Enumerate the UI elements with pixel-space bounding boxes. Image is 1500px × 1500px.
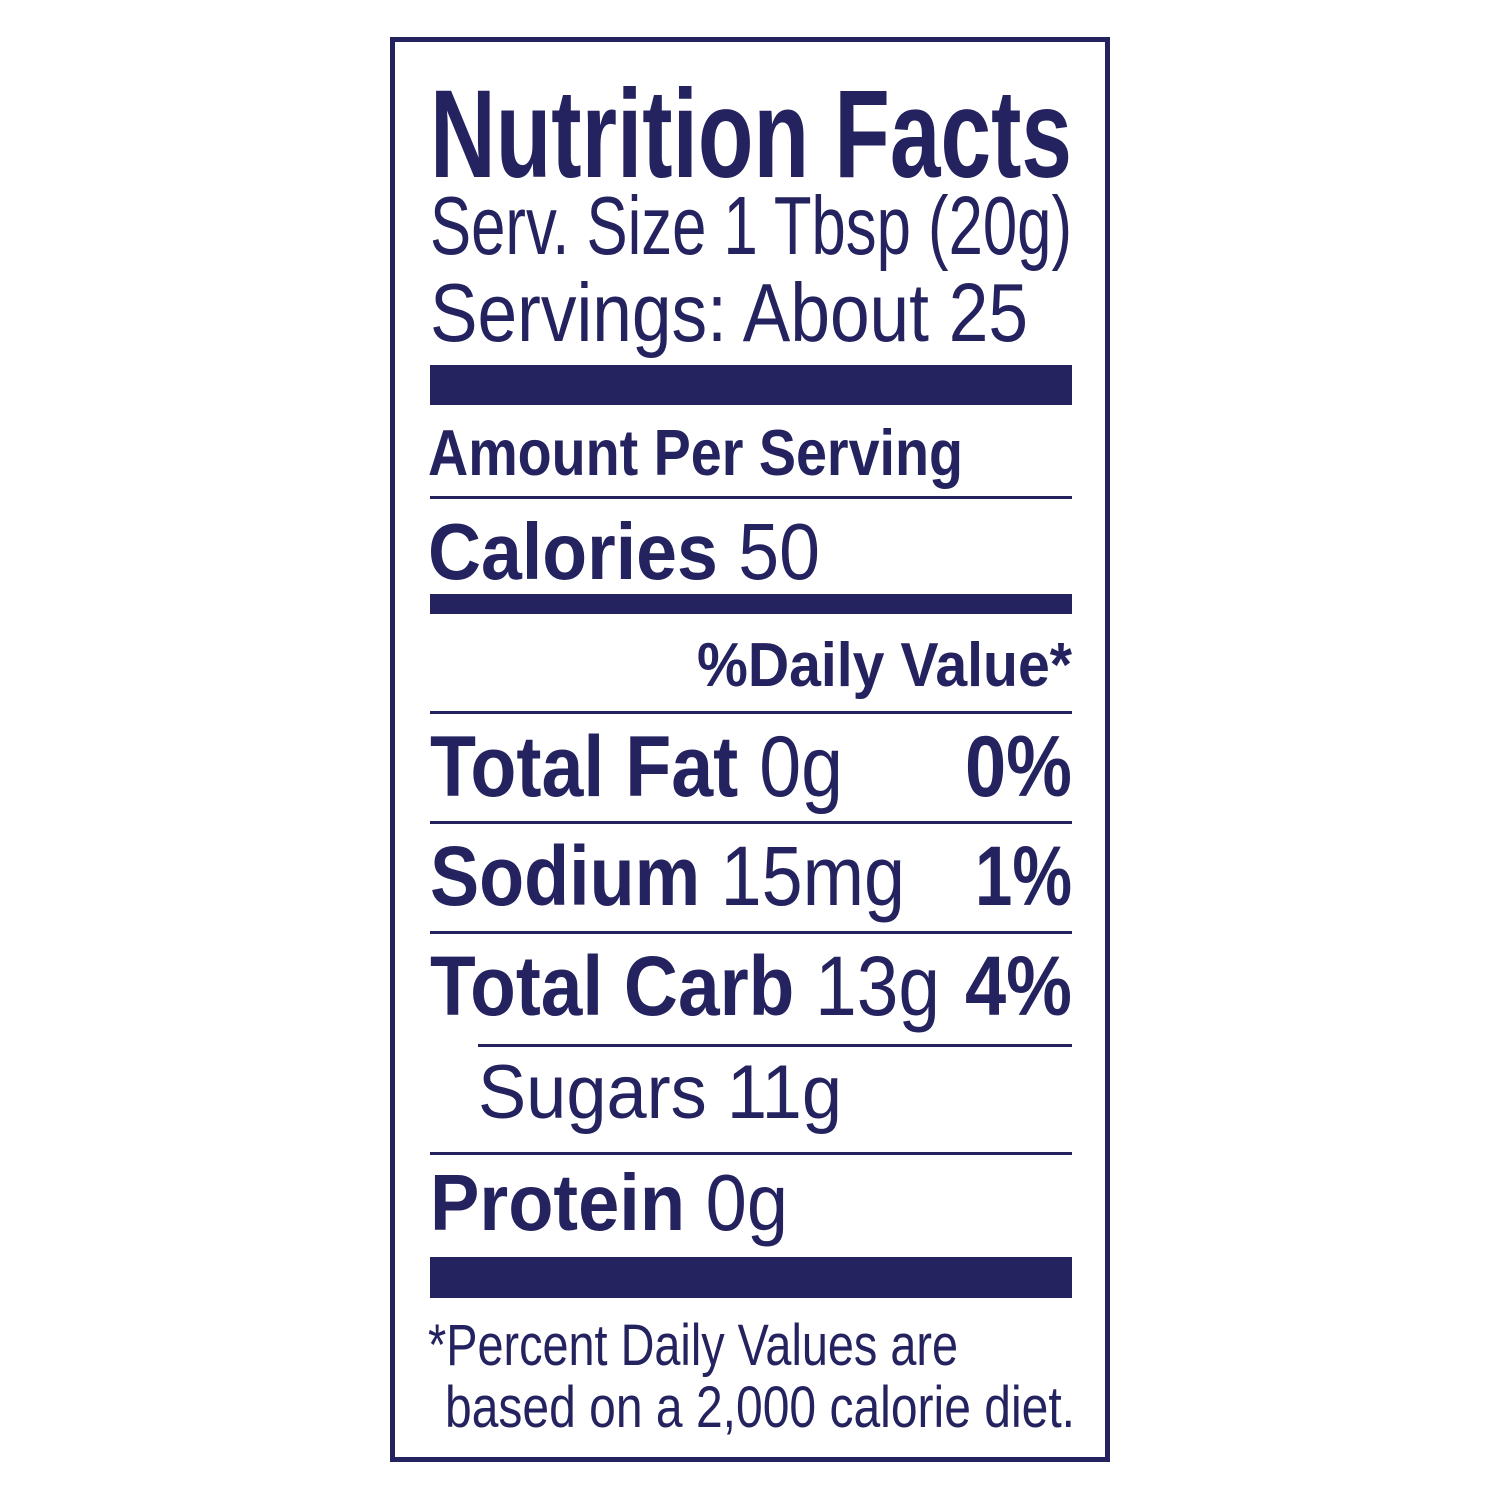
nutrient-label: Sugars bbox=[478, 1050, 707, 1135]
thin-rule bbox=[430, 496, 1072, 499]
nutrient-amount: 11g bbox=[726, 1050, 842, 1135]
nutrient-label: Sodium bbox=[430, 829, 701, 923]
nutrient-label: Total Fat bbox=[430, 719, 739, 815]
nutrient-row: Total Carb 13g bbox=[430, 944, 940, 1028]
footnote-line: *Percent Daily Values are bbox=[428, 1313, 958, 1378]
nutrient-row: Total Fat 0g bbox=[430, 724, 843, 810]
footnote-line: based on a 2,000 calorie diet. bbox=[445, 1375, 1075, 1440]
nutrient-row: Sodium 15mg bbox=[430, 834, 905, 918]
servings: Servings: About 25 bbox=[430, 266, 1028, 359]
thick-rule bbox=[430, 365, 1072, 405]
thin-rule bbox=[430, 931, 1072, 934]
calories-value: 50 bbox=[738, 507, 820, 596]
amount-per-serving: Amount Per Serving bbox=[428, 416, 963, 489]
thin-rule bbox=[430, 1152, 1072, 1155]
nutrient-row: Protein 0g bbox=[430, 1163, 788, 1243]
nutrient-row: Sugars 11g bbox=[478, 1055, 842, 1131]
nutrient-label: Total Carb bbox=[430, 939, 795, 1033]
nutrient-dv: 0% bbox=[965, 719, 1072, 815]
nutrient-label: Protein bbox=[430, 1158, 686, 1247]
thin-rule bbox=[430, 711, 1072, 714]
serving-size: Serv. Size 1 Tbsp (20g) bbox=[430, 179, 1072, 272]
label-border bbox=[390, 37, 1110, 1462]
nutrient-amount: 0g bbox=[759, 719, 843, 815]
nutrient-amount: 0g bbox=[705, 1158, 788, 1247]
thick-rule bbox=[430, 1257, 1072, 1298]
nutrient-dv: 4% bbox=[965, 939, 1072, 1033]
nutrient-amount: 15mg bbox=[720, 829, 905, 923]
nutrient-dv: 1% bbox=[975, 829, 1072, 923]
calories-label: Calories bbox=[428, 507, 718, 596]
thin-rule bbox=[430, 821, 1072, 824]
daily-value-header: %Daily Value* bbox=[697, 631, 1072, 700]
thin-rule bbox=[478, 1044, 1072, 1047]
medium-rule bbox=[430, 594, 1072, 614]
calories-row: Calories 50 bbox=[428, 512, 820, 592]
nutrient-amount: 13g bbox=[815, 939, 940, 1033]
label-title: Nutrition Facts bbox=[430, 65, 1072, 204]
